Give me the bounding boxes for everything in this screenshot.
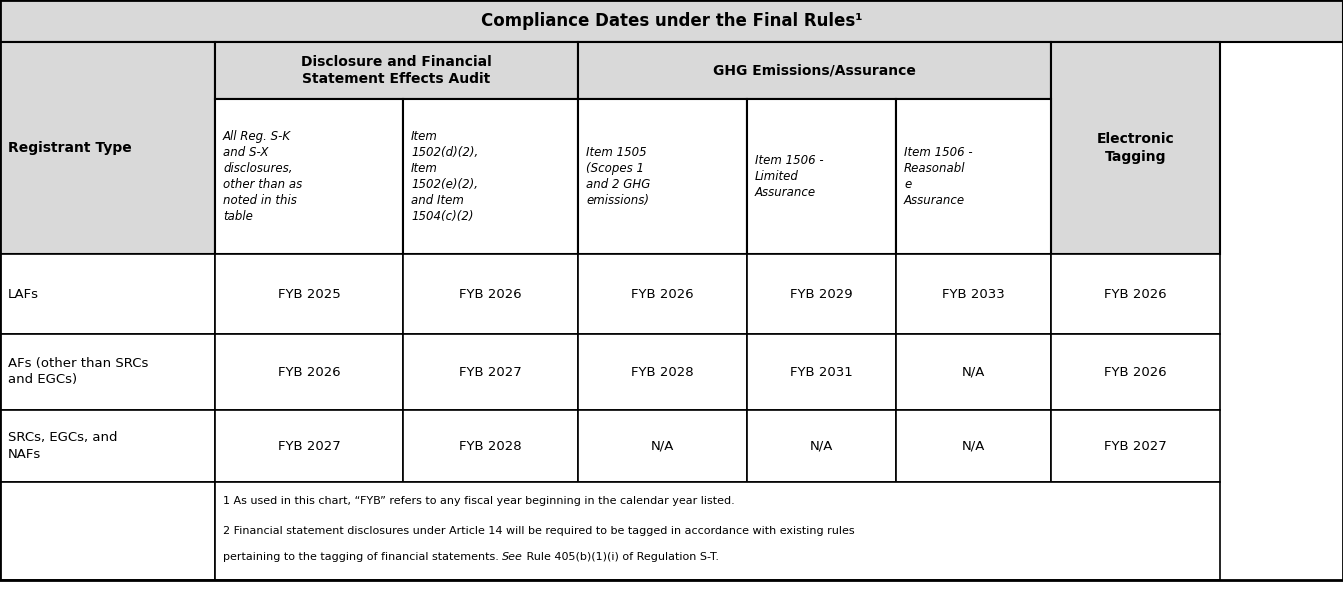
Bar [896,410,1052,482]
Bar [747,334,896,410]
Bar [0,42,215,254]
Text: All Reg. S-K
and S-X
disclosures,
other than as
noted in this
table: All Reg. S-K and S-X disclosures, other … [223,130,302,223]
Bar [577,334,747,410]
Text: FYB 2026: FYB 2026 [278,365,340,378]
Text: FYB 2031: FYB 2031 [790,365,853,378]
Text: Item 1506 -
Limited
Assurance: Item 1506 - Limited Assurance [755,154,823,199]
Text: SRCs, EGCs, and
NAFs: SRCs, EGCs, and NAFs [8,431,117,460]
Bar [403,410,577,482]
Text: LAFs: LAFs [8,288,39,300]
Bar [747,99,896,254]
Bar [0,410,215,482]
Text: FYB 2028: FYB 2028 [459,439,522,452]
Bar [0,482,215,580]
Text: FYB 2026: FYB 2026 [1104,288,1167,300]
Text: Electronic
Tagging: Electronic Tagging [1097,132,1174,163]
Bar [1052,410,1219,482]
Bar [215,482,1219,580]
Bar [577,42,1052,99]
Text: FYB 2027: FYB 2027 [459,365,522,378]
Text: N/A: N/A [962,439,986,452]
Text: FYB 2033: FYB 2033 [943,288,1005,300]
Bar [403,254,577,334]
Bar [215,42,577,99]
Bar [747,410,896,482]
Bar [747,254,896,334]
Text: FYB 2026: FYB 2026 [459,288,522,300]
Bar [215,254,403,334]
Text: Item
1502(d)(2),
Item
1502(e)(2),
and Item
1504(c)(2): Item 1502(d)(2), Item 1502(e)(2), and It… [411,130,478,223]
Bar [577,410,747,482]
Bar [1052,334,1219,410]
Text: FYB 2027: FYB 2027 [1104,439,1167,452]
Text: FYB 2026: FYB 2026 [631,288,694,300]
Bar [1052,42,1219,254]
Bar [577,99,747,254]
Text: Registrant Type: Registrant Type [8,141,132,155]
Text: Rule 405(b)(1)(i) of Regulation S-T.: Rule 405(b)(1)(i) of Regulation S-T. [524,552,720,562]
Text: FYB 2027: FYB 2027 [278,439,340,452]
Text: Item 1506 -
Reasonabl
e
Assurance: Item 1506 - Reasonabl e Assurance [904,146,972,207]
Bar [0,254,215,334]
Text: FYB 2029: FYB 2029 [790,288,853,300]
Bar [0,334,215,410]
Text: FYB 2028: FYB 2028 [631,365,694,378]
Text: GHG Emissions/Assurance: GHG Emissions/Assurance [713,64,916,78]
Text: N/A: N/A [651,439,674,452]
Bar [215,99,403,254]
Text: 2 Financial statement disclosures under Article 14 will be required to be tagged: 2 Financial statement disclosures under … [223,526,854,536]
Bar [1052,254,1219,334]
Text: FYB 2026: FYB 2026 [1104,365,1167,378]
Text: N/A: N/A [810,439,833,452]
Bar [896,99,1052,254]
Bar [215,334,403,410]
Text: pertaining to the tagging of financial statements.: pertaining to the tagging of financial s… [223,552,502,562]
Text: FYB 2025: FYB 2025 [278,288,340,300]
Text: Disclosure and Financial
Statement Effects Audit: Disclosure and Financial Statement Effec… [301,55,492,86]
Bar [0,0,1343,42]
Bar [403,99,577,254]
Text: See: See [502,552,524,562]
Text: AFs (other than SRCs
and EGCs): AFs (other than SRCs and EGCs) [8,357,148,387]
Bar [896,254,1052,334]
Bar [215,410,403,482]
Text: Item 1505
(Scopes 1
and 2 GHG
emissions): Item 1505 (Scopes 1 and 2 GHG emissions) [586,146,650,207]
Text: 1 As used in this chart, “FYB” refers to any fiscal year beginning in the calend: 1 As used in this chart, “FYB” refers to… [223,496,735,506]
Bar [896,334,1052,410]
Text: Compliance Dates under the Final Rules¹: Compliance Dates under the Final Rules¹ [481,12,862,30]
Text: N/A: N/A [962,365,986,378]
Bar [403,334,577,410]
Bar [577,254,747,334]
